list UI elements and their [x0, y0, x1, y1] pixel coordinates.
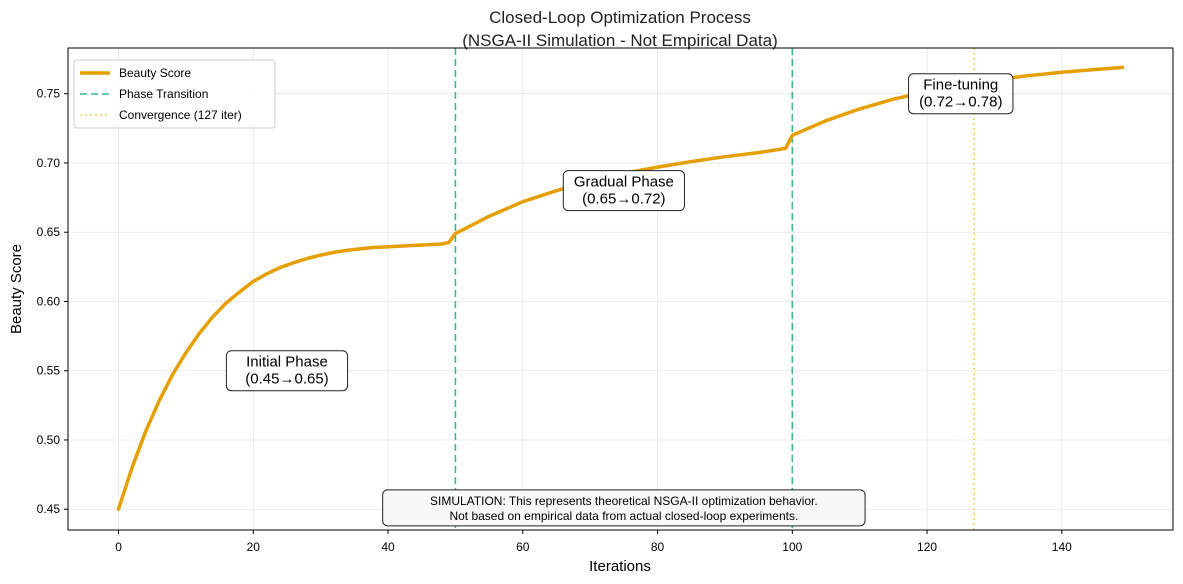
y-tick-label: 0.45 [37, 502, 61, 516]
gridlines [68, 48, 1173, 530]
y-tick-label: 0.60 [37, 294, 61, 308]
annotation-text: SIMULATION: This represents theoretical … [430, 494, 818, 508]
x-tick-label: 80 [651, 540, 665, 554]
series-line [116, 65, 1125, 511]
y-tick-label: 0.55 [37, 364, 61, 378]
x-tick-label: 0 [115, 540, 122, 554]
annotation-box [225, 350, 349, 392]
annotation-text: (0.72→0.78) [919, 94, 1002, 111]
annotation-box [562, 170, 685, 212]
annotation-text: Fine-tuning [923, 77, 998, 94]
axis-ticks: 0 20 40 60 80 100 120 140 0.45 0.50 0.55 0.60 0.65 0.… [37, 87, 1073, 554]
x-tick-label: 120 [917, 540, 937, 554]
legend: Beauty Score Phase Transition Convergence … [73, 59, 276, 129]
annotation-text: (0.45→0.65) [245, 371, 328, 388]
legend-label: Convergence (127 iter) [119, 108, 242, 122]
annotation-box [382, 489, 866, 527]
x-tick-label: 100 [782, 540, 802, 554]
annotation-text: Initial Phase [246, 354, 328, 371]
chart-title: Closed-Loop Optimization Process [489, 8, 751, 27]
y-tick-label: 0.50 [37, 433, 61, 447]
chart-subtitle: (NSGA-II Simulation - Not Empirical Data… [462, 31, 778, 50]
y-tick-label: 0.70 [37, 156, 61, 170]
legend-label: Beauty Score [119, 66, 191, 80]
annotation-text: Gradual Phase [574, 174, 674, 191]
annotation-text: (0.65→0.72) [582, 191, 665, 208]
annotation: Gradual Phase(0.65→0.72) [562, 170, 685, 212]
x-tick-label: 20 [247, 540, 261, 554]
y-axis-label: Beauty Score [8, 244, 25, 334]
y-tick-label: 0.75 [37, 87, 61, 101]
annotation-text: Not based on empirical data from actual … [449, 509, 798, 523]
annotation-box [908, 73, 1014, 115]
vertical-lines [454, 48, 976, 530]
legend-box [73, 59, 276, 129]
series-lines [116, 65, 1125, 511]
annotations: Initial Phase(0.45→0.65)Gradual Phase(0.… [225, 73, 1014, 527]
annotation: Fine-tuning(0.72→0.78) [908, 73, 1014, 115]
annotation: SIMULATION: This represents theoretical … [382, 489, 866, 527]
legend-label: Phase Transition [119, 87, 208, 101]
annotation: Initial Phase(0.45→0.65) [225, 350, 349, 392]
x-tick-label: 60 [516, 540, 530, 554]
plot-area-frame [67, 47, 1174, 531]
y-tick-label: 0.65 [37, 225, 61, 239]
x-axis-label: Iterations [589, 558, 651, 575]
x-tick-label: 140 [1052, 540, 1072, 554]
x-tick-label: 40 [381, 540, 395, 554]
